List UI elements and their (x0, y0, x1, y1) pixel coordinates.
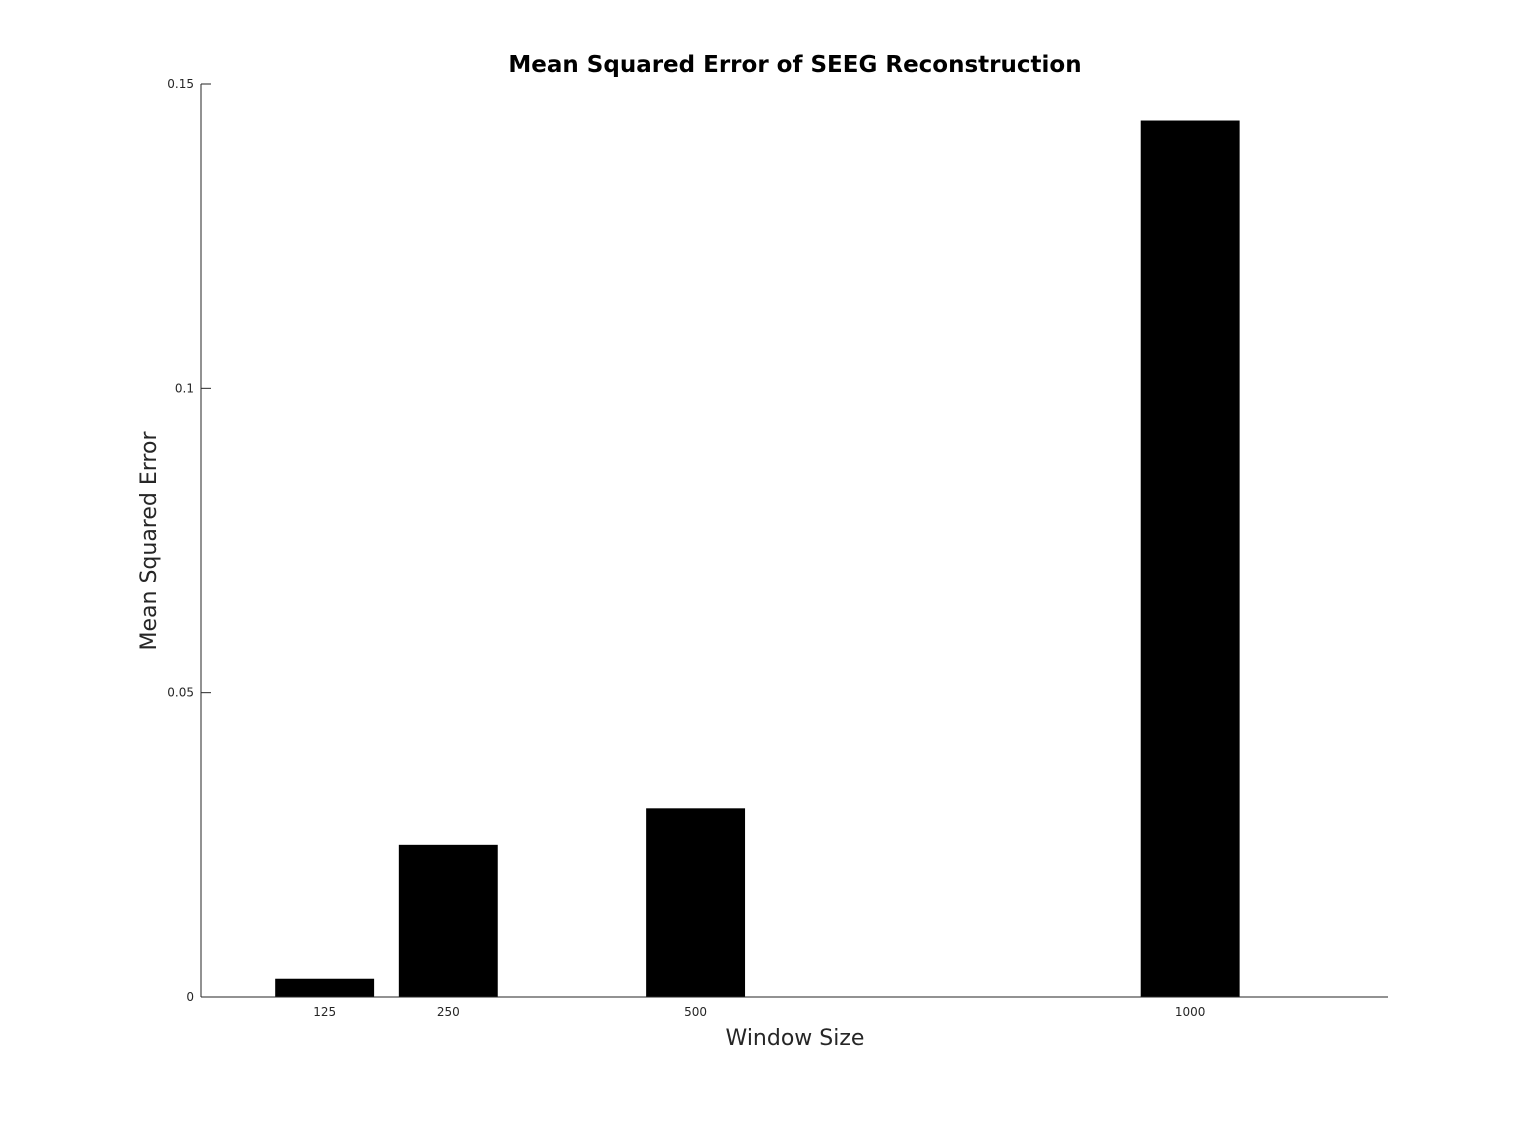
y-tick-label: 0 (186, 990, 194, 1004)
x-tick-label: 125 (313, 1005, 336, 1019)
bars (275, 120, 1240, 997)
bar-500 (646, 808, 746, 997)
x-tick-label: 1000 (1175, 1005, 1206, 1019)
x-axis-ticks: 125 250 500 1000 (313, 1005, 1205, 1019)
y-axis-label: Mean Squared Error (137, 431, 162, 651)
y-tick-label: 0.05 (167, 686, 194, 700)
bar-250 (398, 844, 498, 997)
x-axis-label: Window Size (726, 1026, 865, 1051)
y-tick-label: 0.15 (167, 77, 194, 91)
chart-title: Mean Squared Error of SEEG Reconstructio… (508, 52, 1081, 78)
bar-1000 (1140, 120, 1240, 997)
x-tick-label: 250 (437, 1005, 460, 1019)
bar-125 (275, 978, 375, 997)
y-tick-label: 0.1 (175, 381, 194, 395)
x-tick-label: 500 (684, 1005, 707, 1019)
y-axis-ticks: 0 0.05 0.1 0.15 (167, 77, 211, 1004)
